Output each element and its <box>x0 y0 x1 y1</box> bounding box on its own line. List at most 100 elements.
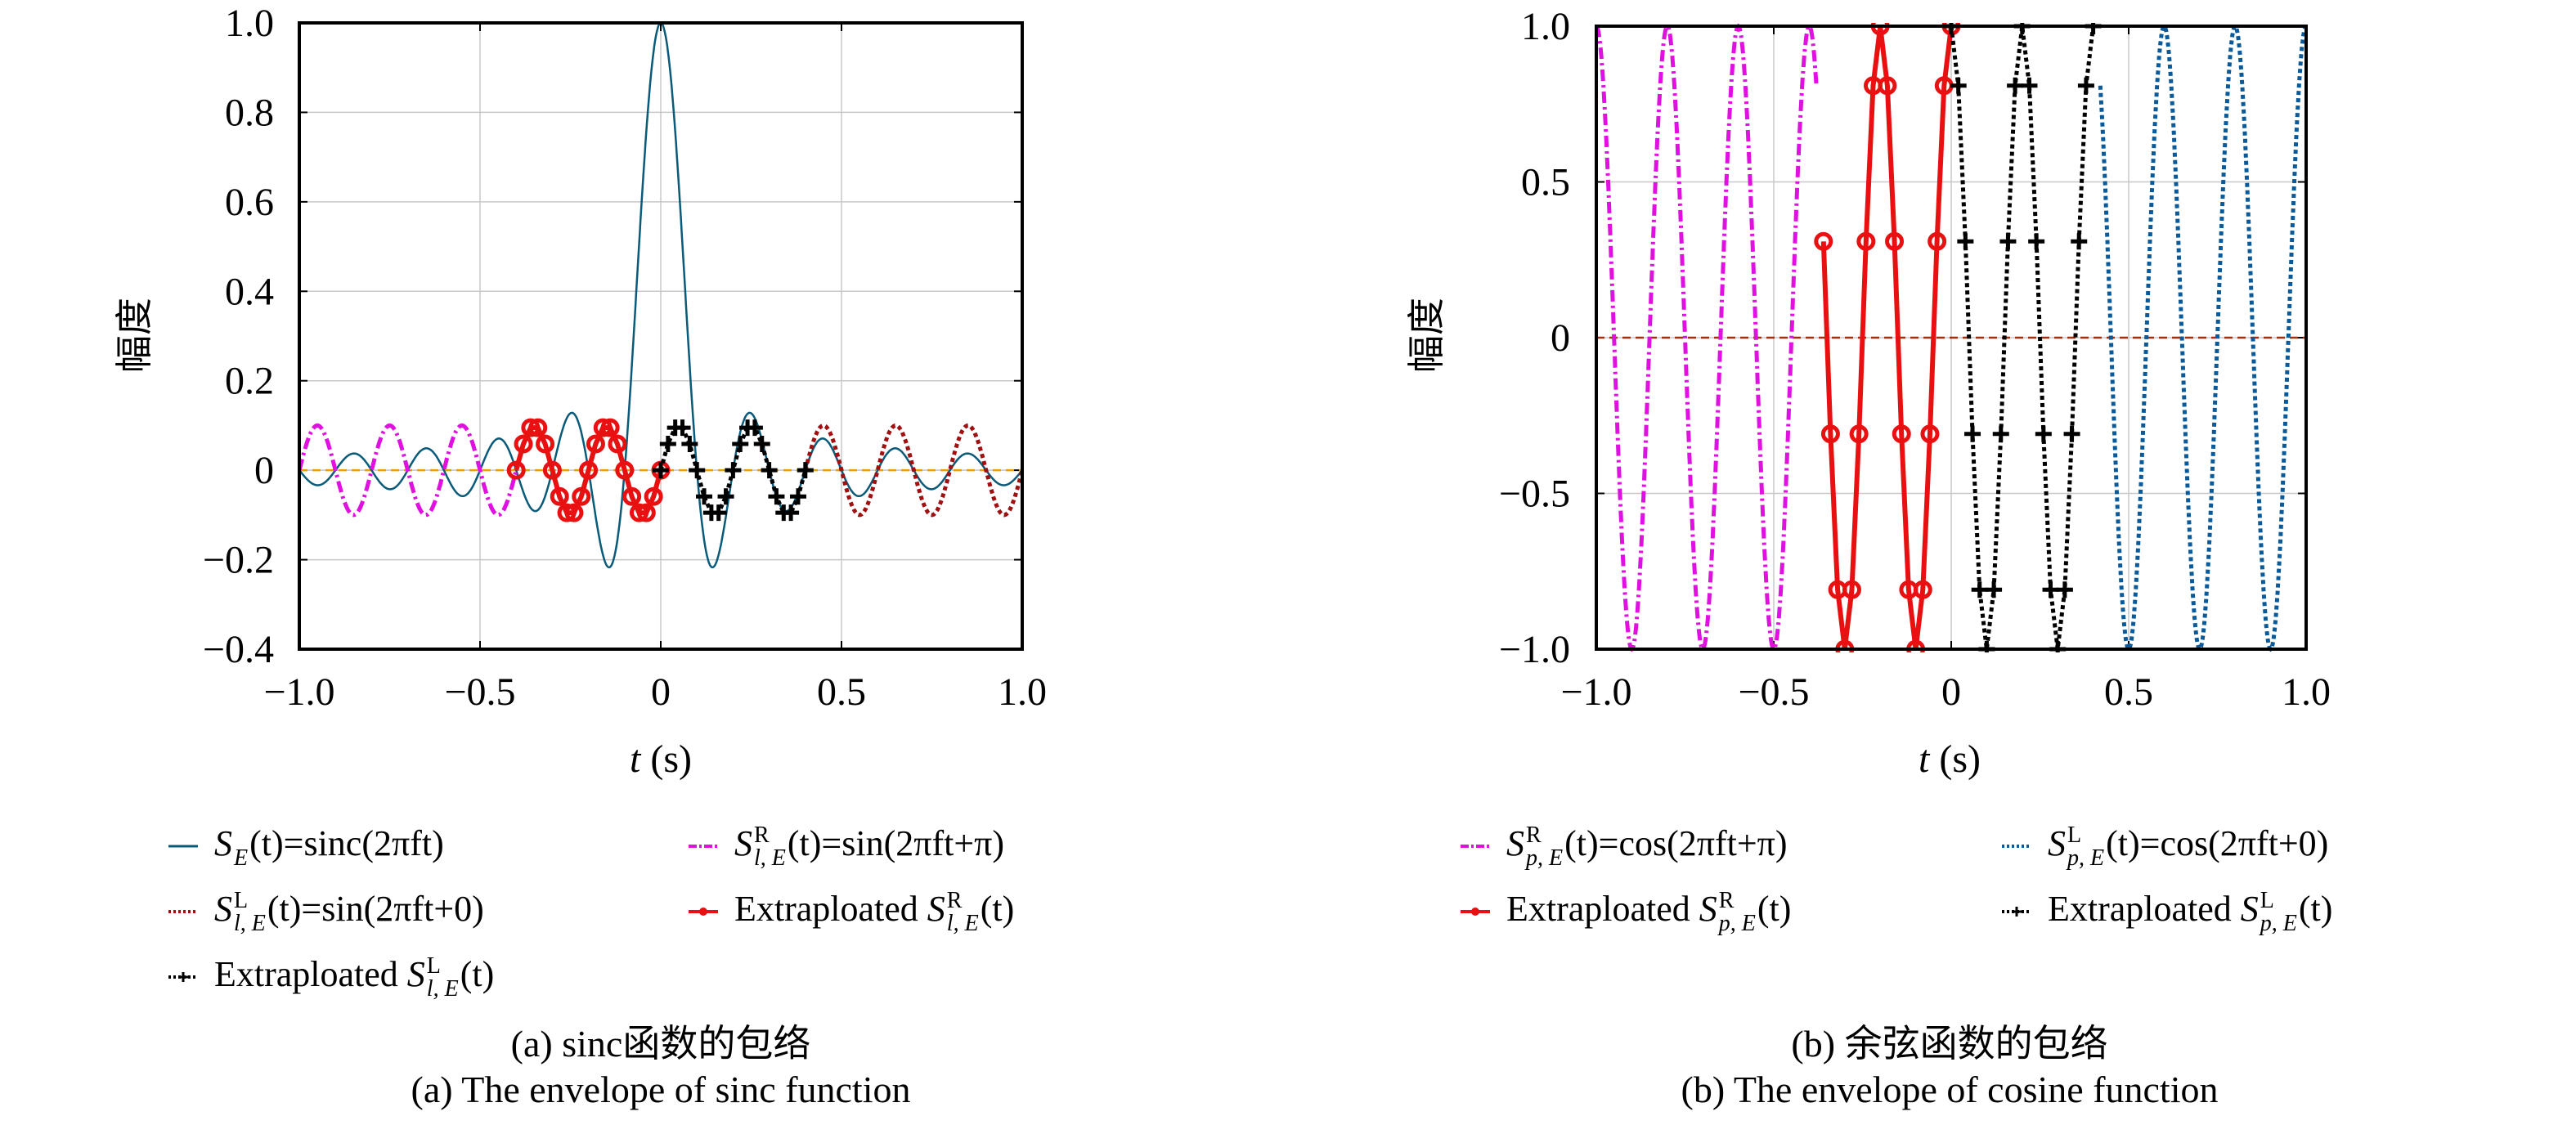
legend-symbol: S <box>1506 823 1524 863</box>
legend-subscript: p, E <box>1526 845 1564 871</box>
legend-superscript: L <box>426 952 441 979</box>
legend-superscript: L <box>234 887 249 913</box>
caption-a-chinese: (a) sinc函数的包络 <box>510 1023 811 1064</box>
legend-symbol: S <box>1699 889 1717 929</box>
marker-circle <box>550 486 569 506</box>
legend-scripts: E <box>234 824 248 870</box>
marker-circle <box>600 418 620 437</box>
legend-subscript: l, E <box>426 975 459 1002</box>
marker-circle <box>536 434 555 454</box>
legend-marker-circle <box>699 907 707 916</box>
y-tick-label: 1.0 <box>225 2 274 45</box>
marker-plus <box>717 488 734 505</box>
legend-rest: (t)=cos(2πft+π) <box>1564 823 1788 863</box>
y-tick-label: 0.6 <box>225 181 274 224</box>
plot-frame <box>298 21 1024 651</box>
marker-circle <box>636 503 656 522</box>
caption-b-chinese: (b) 余弦函数的包络 <box>1791 1023 2108 1064</box>
legend-swatch-icon <box>168 909 198 913</box>
legend-swatch-icon <box>168 845 198 848</box>
legend-swatch-icon <box>168 971 198 982</box>
legend-superscript: L <box>2067 822 2082 848</box>
legend-superscript: R <box>1718 887 1735 913</box>
marker-circle <box>528 418 548 437</box>
x-tick-label: 0.5 <box>817 670 866 714</box>
marker-circle <box>615 460 635 480</box>
legend-subscript: l, E <box>234 910 266 936</box>
legend-swatch-icon <box>689 907 718 916</box>
y-tick-label: −0.4 <box>203 628 274 671</box>
series-group <box>299 21 1022 569</box>
legend-symbol: S <box>734 823 752 863</box>
marker-plus <box>725 462 742 479</box>
x-tick-label: 1.0 <box>998 670 1047 714</box>
marker-plus <box>689 462 706 479</box>
legend-swatch-icon <box>2002 906 2031 917</box>
marker-plus <box>797 462 814 479</box>
legend-swatch-icon <box>1461 844 1490 848</box>
legend-superscript: L <box>2260 887 2274 913</box>
marker-circle <box>506 460 526 480</box>
legend-subscript: p, E <box>2067 845 2105 871</box>
y-tick-label: 0 <box>254 449 274 492</box>
legend-entry: S E (t)=sinc(2πft) <box>167 822 444 870</box>
legend-subscript: p, E <box>2260 910 2297 936</box>
y-tick-label: −0.2 <box>203 539 274 582</box>
legend-label: S E (t)=sinc(2πft) <box>214 822 444 870</box>
legend-swatch-icon <box>689 844 718 848</box>
marker-plus <box>732 435 749 452</box>
marker-circle <box>593 418 613 437</box>
legend-symbol: S <box>927 889 945 929</box>
y-axis-label: 幅度 <box>114 298 155 373</box>
legend-prefix: Extraploated <box>1506 889 1699 929</box>
marker-circle <box>564 503 584 522</box>
legend-rest: (t)=sinc(2πft) <box>249 823 444 863</box>
legend-subscript: l, E <box>754 845 786 871</box>
marker-plus <box>696 488 713 505</box>
caption-a-english: (a) The envelope of sinc function <box>411 1069 911 1110</box>
legend-symbol: S <box>2240 889 2259 929</box>
marker-plus <box>789 488 806 505</box>
legend-rest: (t) <box>2298 889 2333 929</box>
legend-symbol: S <box>406 954 425 994</box>
x-tick-label: −0.5 <box>444 670 515 714</box>
marker-plus <box>681 435 698 452</box>
y-tick-label: 0.8 <box>225 91 274 134</box>
legend-rest: (t) <box>980 889 1015 929</box>
y-tick-label: 0.4 <box>225 270 274 313</box>
marker-plus <box>753 435 770 452</box>
legend-rest: (t)=sin(2πft+π) <box>787 823 1005 863</box>
marker-plus <box>761 462 778 479</box>
x-axis-label-unit: (s) <box>640 737 692 781</box>
legend-swatch-icon <box>1461 907 1490 916</box>
marker-circle <box>521 418 541 437</box>
marker-circle <box>629 503 648 522</box>
x-axis-label: t (s) <box>630 737 692 781</box>
marker-circle <box>608 434 627 454</box>
legend-marker-plus <box>178 971 188 982</box>
series-s-l-l-e-t-sin-2-ft-0--line <box>803 423 1022 518</box>
legend-rest: (t) <box>1757 889 1792 929</box>
marker-circle <box>514 434 533 454</box>
legend-prefix: Extraploated <box>214 954 407 994</box>
marker-circle <box>557 503 577 522</box>
legend-symbol: S <box>214 889 232 929</box>
marker-circle <box>622 486 642 506</box>
legend-subscript: l, E <box>946 910 979 936</box>
x-tick-label: −1.0 <box>263 670 334 714</box>
legend-marker-plus <box>2012 906 2022 917</box>
x-tick-label: 0 <box>651 670 671 714</box>
legend-symbol: S <box>214 823 232 863</box>
